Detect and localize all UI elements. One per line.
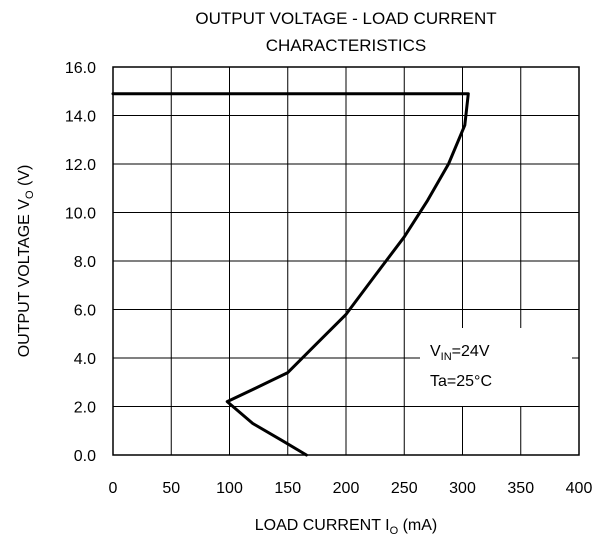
y-tick-label: 16.0 [65,60,96,77]
x-axis-label: LOAD CURRENT IO (mA) [255,517,438,537]
x-tick-labels: 0 50 100 150 200 250 300 350 400 [109,480,593,497]
x-tick-label: 0 [109,480,118,497]
y-tick-label: 4.0 [74,351,96,368]
y-tick-label: 8.0 [74,254,96,271]
ta-annotation: Ta=25°C [430,373,492,390]
x-tick-label: 150 [274,480,301,497]
y-tick-label: 2.0 [74,400,96,417]
plot-area-frame [112,66,580,456]
x-tick-label: 400 [566,480,593,497]
y-tick-label: 6.0 [74,303,96,320]
x-tick-label: 50 [162,480,180,497]
x-tick-label: 250 [391,480,418,497]
y-tick-label: 12.0 [65,157,96,174]
series-line [111,92,470,457]
y-tick-labels: 0.0 2.0 4.0 6.0 8.0 10.0 12.0 14.0 16.0 [65,60,96,465]
y-tick-label: 10.0 [65,206,96,223]
x-tick-label: 100 [216,480,243,497]
chart-title-line-2: CHARACTERISTICS [266,36,427,55]
y-tick-label: 0.0 [74,448,96,465]
x-tick-label: 300 [449,480,476,497]
y-axis-label: OUTPUT VOLTAGE VO (V) [16,165,36,358]
chart-title-line-1: OUTPUT VOLTAGE - LOAD CURRENT [195,9,496,28]
annotation-box [420,328,572,406]
y-tick-label: 14.0 [65,109,96,126]
series-layer [111,92,470,457]
vin-annotation: VIN=24V [430,343,490,363]
x-tick-label: 200 [333,480,360,497]
x-tick-label: 350 [507,480,534,497]
